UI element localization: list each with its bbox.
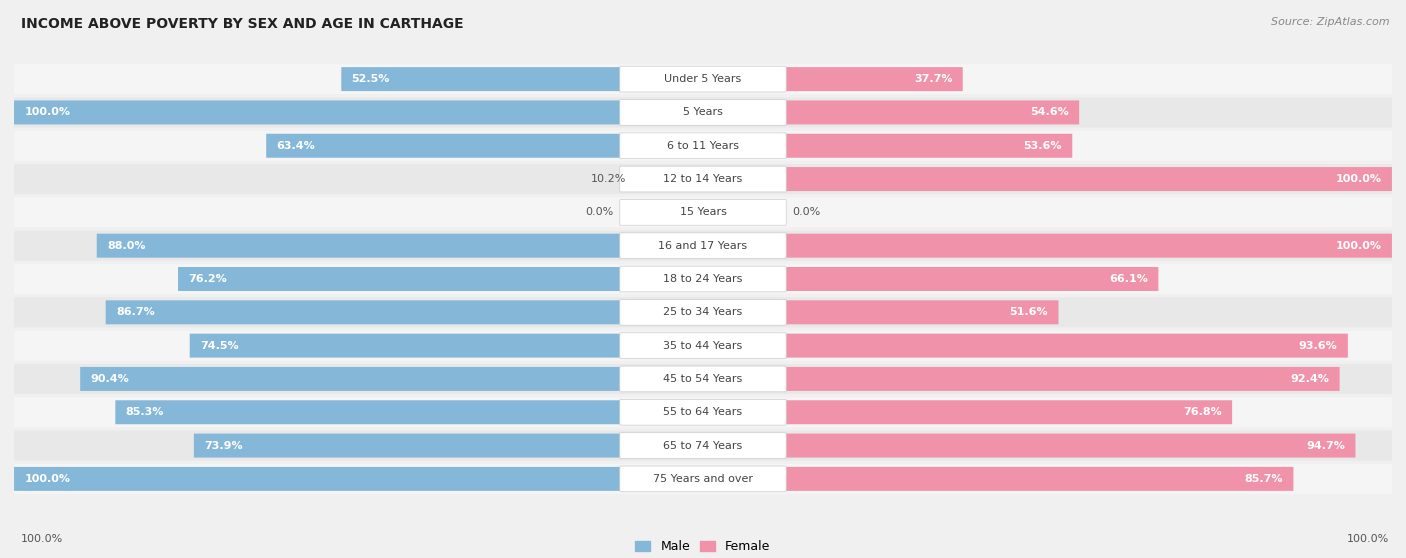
Text: 92.4%: 92.4% [1291,374,1329,384]
Legend: Male, Female: Male, Female [630,536,776,558]
FancyBboxPatch shape [620,200,786,225]
Text: 37.7%: 37.7% [914,74,952,84]
FancyBboxPatch shape [703,234,1392,258]
Text: 15 Years: 15 Years [679,208,727,218]
FancyBboxPatch shape [266,134,703,158]
Text: 5 Years: 5 Years [683,108,723,117]
Text: 100.0%: 100.0% [1336,240,1382,251]
FancyBboxPatch shape [14,264,1392,294]
Text: 100.0%: 100.0% [24,108,70,117]
FancyBboxPatch shape [14,397,1392,427]
FancyBboxPatch shape [14,467,703,491]
FancyBboxPatch shape [14,464,1392,494]
FancyBboxPatch shape [703,134,1073,158]
Text: 90.4%: 90.4% [90,374,129,384]
Text: 10.2%: 10.2% [591,174,626,184]
FancyBboxPatch shape [620,99,786,126]
FancyBboxPatch shape [620,233,786,258]
FancyBboxPatch shape [703,400,1232,424]
FancyBboxPatch shape [80,367,703,391]
FancyBboxPatch shape [620,466,786,492]
FancyBboxPatch shape [105,300,703,324]
FancyBboxPatch shape [620,333,786,358]
FancyBboxPatch shape [703,334,1348,358]
Text: Under 5 Years: Under 5 Years [665,74,741,84]
FancyBboxPatch shape [14,198,1392,227]
FancyBboxPatch shape [620,432,786,459]
Text: 100.0%: 100.0% [21,534,63,544]
FancyBboxPatch shape [14,230,1392,261]
Text: 18 to 24 Years: 18 to 24 Years [664,274,742,284]
FancyBboxPatch shape [14,131,1392,161]
Text: 85.7%: 85.7% [1244,474,1284,484]
Text: 74.5%: 74.5% [200,340,239,350]
Text: 16 and 17 Years: 16 and 17 Years [658,240,748,251]
FancyBboxPatch shape [14,331,1392,360]
Text: 6 to 11 Years: 6 to 11 Years [666,141,740,151]
FancyBboxPatch shape [115,400,703,424]
FancyBboxPatch shape [14,98,1392,127]
Text: 52.5%: 52.5% [352,74,389,84]
FancyBboxPatch shape [97,234,703,258]
FancyBboxPatch shape [633,167,703,191]
FancyBboxPatch shape [179,267,703,291]
FancyBboxPatch shape [342,67,703,91]
FancyBboxPatch shape [703,67,963,91]
Text: 51.6%: 51.6% [1010,307,1047,318]
FancyBboxPatch shape [620,166,786,192]
Text: 45 to 54 Years: 45 to 54 Years [664,374,742,384]
Text: 100.0%: 100.0% [1336,174,1382,184]
Text: 63.4%: 63.4% [277,141,315,151]
Text: 73.9%: 73.9% [204,441,243,450]
FancyBboxPatch shape [703,367,1340,391]
Text: 0.0%: 0.0% [793,208,821,218]
Text: 76.2%: 76.2% [188,274,228,284]
Text: 66.1%: 66.1% [1109,274,1149,284]
FancyBboxPatch shape [620,300,786,325]
FancyBboxPatch shape [14,364,1392,394]
FancyBboxPatch shape [703,300,1059,324]
FancyBboxPatch shape [703,100,1080,124]
FancyBboxPatch shape [14,297,1392,328]
FancyBboxPatch shape [703,467,1294,491]
Text: 100.0%: 100.0% [24,474,70,484]
Text: 0.0%: 0.0% [585,208,613,218]
Text: 76.8%: 76.8% [1182,407,1222,417]
Text: 35 to 44 Years: 35 to 44 Years [664,340,742,350]
Text: 85.3%: 85.3% [125,407,165,417]
Text: 100.0%: 100.0% [1347,534,1389,544]
FancyBboxPatch shape [620,366,786,392]
Text: 94.7%: 94.7% [1306,441,1346,450]
FancyBboxPatch shape [190,334,703,358]
Text: 12 to 14 Years: 12 to 14 Years [664,174,742,184]
FancyBboxPatch shape [620,66,786,92]
FancyBboxPatch shape [703,167,1392,191]
FancyBboxPatch shape [14,100,703,124]
Text: 25 to 34 Years: 25 to 34 Years [664,307,742,318]
FancyBboxPatch shape [703,267,1159,291]
FancyBboxPatch shape [14,164,1392,194]
Text: 75 Years and over: 75 Years and over [652,474,754,484]
Text: Source: ZipAtlas.com: Source: ZipAtlas.com [1271,17,1389,27]
Text: 86.7%: 86.7% [117,307,155,318]
FancyBboxPatch shape [620,133,786,158]
Text: 88.0%: 88.0% [107,240,146,251]
FancyBboxPatch shape [703,434,1355,458]
Text: 55 to 64 Years: 55 to 64 Years [664,407,742,417]
Text: INCOME ABOVE POVERTY BY SEX AND AGE IN CARTHAGE: INCOME ABOVE POVERTY BY SEX AND AGE IN C… [21,17,464,31]
FancyBboxPatch shape [620,400,786,425]
FancyBboxPatch shape [14,64,1392,94]
Text: 65 to 74 Years: 65 to 74 Years [664,441,742,450]
Text: 93.6%: 93.6% [1299,340,1337,350]
Text: 54.6%: 54.6% [1031,108,1069,117]
FancyBboxPatch shape [620,266,786,292]
FancyBboxPatch shape [194,434,703,458]
Text: 53.6%: 53.6% [1024,141,1062,151]
FancyBboxPatch shape [14,431,1392,460]
